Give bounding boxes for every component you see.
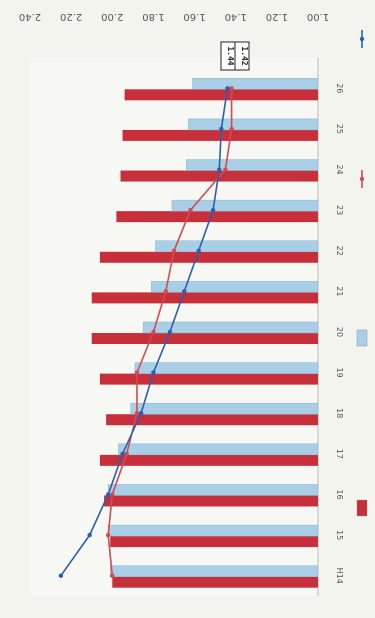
category-label: 21 — [335, 286, 344, 296]
bar — [130, 402, 319, 415]
bar — [142, 321, 319, 334]
bar — [91, 333, 318, 344]
data-point — [229, 126, 234, 132]
data-point — [87, 532, 92, 538]
data-point — [171, 248, 177, 253]
data-point — [167, 329, 173, 335]
bar — [188, 118, 319, 131]
category-label: 23 — [335, 205, 344, 215]
data-point — [223, 167, 228, 172]
bar — [124, 89, 318, 101]
value-tick-label: 2.00 — [101, 11, 123, 22]
bar — [104, 495, 318, 507]
data-point — [217, 167, 222, 172]
value-tick-label: 2.20 — [60, 11, 82, 22]
data-label-box — [234, 41, 250, 71]
bar — [155, 240, 319, 253]
data-point — [110, 573, 115, 578]
data-point — [188, 207, 193, 213]
data-point — [219, 126, 224, 132]
bar — [99, 454, 318, 466]
value-tick-label: 1.40 — [225, 11, 247, 22]
bar — [118, 443, 319, 456]
data-point — [124, 451, 129, 457]
category-label: H14 — [335, 568, 344, 584]
bar — [99, 251, 318, 263]
data-point — [196, 248, 201, 253]
data-label: 1.42 — [240, 46, 249, 65]
bar — [186, 159, 319, 171]
category-label: 25 — [335, 124, 344, 134]
data-point — [134, 370, 140, 375]
bar — [151, 281, 319, 293]
legend-item-marker — [359, 36, 365, 42]
data-point — [138, 411, 144, 416]
data-point — [182, 289, 187, 294]
bar — [116, 211, 319, 223]
value-tick-label: 1.80 — [142, 11, 164, 22]
data-point — [151, 329, 156, 335]
legend-item-marker — [359, 176, 365, 182]
data-point — [120, 451, 125, 457]
data-point — [105, 532, 111, 538]
category-label: 16 — [335, 489, 344, 499]
category-label: 22 — [335, 246, 344, 256]
bar — [192, 78, 319, 90]
category-label: 19 — [335, 368, 344, 378]
bar — [109, 565, 319, 577]
category-label: 24 — [335, 164, 344, 174]
data-point — [225, 86, 230, 91]
bar — [134, 362, 319, 374]
value-tick-label: 1.20 — [266, 11, 288, 22]
category-label: 20 — [335, 327, 344, 337]
category-label: 15 — [335, 530, 344, 540]
data-point — [110, 492, 115, 497]
value-tick-label: 1.60 — [183, 11, 205, 22]
value-tick-label: 2.40 — [19, 11, 41, 22]
data-point — [151, 370, 156, 375]
category-label: 18 — [335, 408, 344, 418]
data-point — [163, 289, 168, 294]
data-point — [58, 573, 64, 578]
data-point — [229, 86, 234, 91]
bar — [110, 536, 318, 548]
bar — [91, 292, 318, 304]
bar — [107, 484, 319, 496]
bar — [107, 524, 319, 537]
legend-item-swatch — [356, 499, 368, 517]
bar — [171, 199, 319, 212]
value-tick-label: 1.00 — [307, 11, 329, 22]
category-label: 26 — [335, 83, 344, 93]
data-label: 1.44 — [226, 46, 235, 65]
category-label: 17 — [335, 449, 344, 459]
data-point — [134, 411, 140, 416]
bar — [106, 414, 318, 426]
legend-item-swatch — [356, 329, 368, 347]
data-point — [210, 207, 216, 213]
bar — [112, 576, 319, 588]
bar — [99, 373, 318, 385]
data-point — [105, 492, 111, 497]
